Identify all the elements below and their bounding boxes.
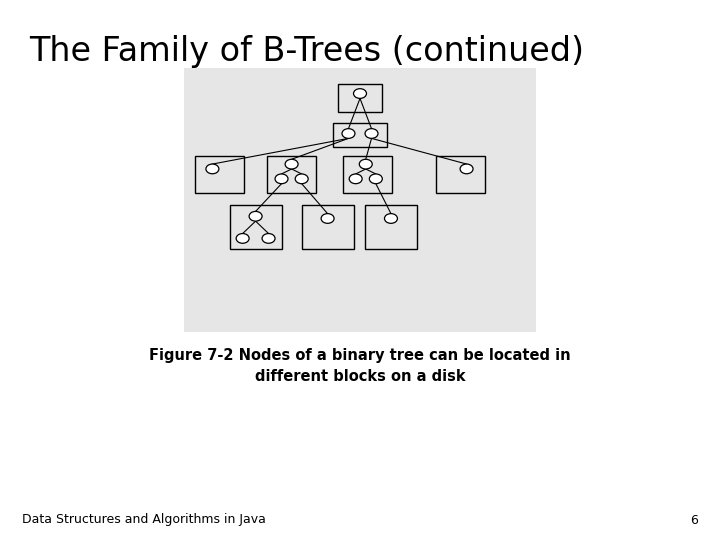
FancyBboxPatch shape xyxy=(343,156,392,193)
FancyBboxPatch shape xyxy=(267,156,316,193)
Circle shape xyxy=(365,129,378,138)
Text: Data Structures and Algorithms in Java: Data Structures and Algorithms in Java xyxy=(22,514,266,526)
Circle shape xyxy=(262,233,275,243)
Circle shape xyxy=(295,174,308,184)
FancyBboxPatch shape xyxy=(333,123,387,147)
FancyBboxPatch shape xyxy=(184,68,536,332)
Circle shape xyxy=(206,164,219,174)
Circle shape xyxy=(369,174,382,184)
Circle shape xyxy=(285,159,298,169)
Text: Figure 7-2 Nodes of a binary tree can be located in
different blocks on a disk: Figure 7-2 Nodes of a binary tree can be… xyxy=(149,348,571,384)
Circle shape xyxy=(275,174,288,184)
Circle shape xyxy=(460,164,473,174)
FancyBboxPatch shape xyxy=(436,156,485,193)
FancyBboxPatch shape xyxy=(365,205,417,249)
Circle shape xyxy=(384,214,397,224)
Circle shape xyxy=(236,233,249,243)
FancyBboxPatch shape xyxy=(195,156,244,193)
Circle shape xyxy=(342,129,355,138)
Text: The Family of B-Trees (continued): The Family of B-Trees (continued) xyxy=(29,35,584,68)
Circle shape xyxy=(321,214,334,224)
Text: 6: 6 xyxy=(690,514,698,526)
FancyBboxPatch shape xyxy=(338,84,382,112)
FancyBboxPatch shape xyxy=(230,205,282,249)
Circle shape xyxy=(249,211,262,221)
Circle shape xyxy=(349,174,362,184)
Circle shape xyxy=(354,89,366,98)
FancyBboxPatch shape xyxy=(302,205,354,249)
Circle shape xyxy=(359,159,372,169)
